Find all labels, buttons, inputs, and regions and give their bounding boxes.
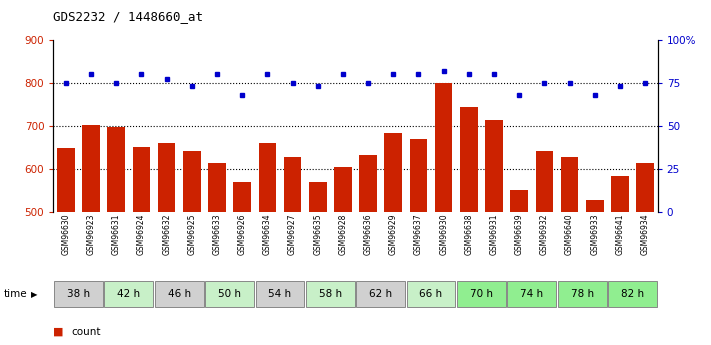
Text: 42 h: 42 h: [117, 288, 141, 298]
Text: GSM96934: GSM96934: [641, 214, 650, 255]
Text: GSM96638: GSM96638: [464, 214, 474, 255]
FancyBboxPatch shape: [54, 281, 103, 307]
Text: GSM96641: GSM96641: [616, 214, 624, 255]
Bar: [510, 190, 528, 212]
Bar: [485, 120, 503, 212]
Text: 82 h: 82 h: [621, 288, 644, 298]
Bar: [435, 83, 452, 212]
Bar: [359, 155, 377, 212]
Bar: [309, 182, 326, 212]
Text: 46 h: 46 h: [168, 288, 191, 298]
Bar: [82, 125, 100, 212]
Text: GSM96929: GSM96929: [389, 214, 397, 255]
Text: GSM96634: GSM96634: [263, 214, 272, 255]
Text: GSM96925: GSM96925: [187, 214, 196, 255]
Text: ▶: ▶: [31, 289, 37, 299]
Text: GSM96933: GSM96933: [590, 214, 599, 255]
Text: 62 h: 62 h: [369, 288, 392, 298]
FancyBboxPatch shape: [306, 281, 355, 307]
Bar: [158, 143, 176, 212]
Bar: [410, 139, 427, 212]
FancyBboxPatch shape: [608, 281, 657, 307]
Bar: [107, 127, 125, 212]
Text: GSM96924: GSM96924: [137, 214, 146, 255]
Text: count: count: [71, 327, 101, 337]
Text: GSM96932: GSM96932: [540, 214, 549, 255]
Bar: [636, 164, 654, 212]
Bar: [284, 157, 301, 212]
Text: GSM96928: GSM96928: [338, 214, 348, 255]
Text: GSM96631: GSM96631: [112, 214, 121, 255]
Text: GSM96635: GSM96635: [314, 214, 322, 255]
Text: GSM96639: GSM96639: [515, 214, 524, 255]
Text: 70 h: 70 h: [470, 288, 493, 298]
FancyBboxPatch shape: [356, 281, 405, 307]
FancyBboxPatch shape: [105, 281, 154, 307]
Bar: [561, 157, 578, 212]
Text: 38 h: 38 h: [67, 288, 90, 298]
Text: 78 h: 78 h: [570, 288, 594, 298]
Text: GSM96926: GSM96926: [237, 214, 247, 255]
Bar: [233, 182, 251, 212]
Bar: [460, 107, 478, 212]
Text: GSM96927: GSM96927: [288, 214, 297, 255]
FancyBboxPatch shape: [255, 281, 304, 307]
Text: GDS2232 / 1448660_at: GDS2232 / 1448660_at: [53, 10, 203, 23]
Text: GSM96633: GSM96633: [213, 214, 222, 255]
Bar: [535, 151, 553, 212]
Text: GSM96930: GSM96930: [439, 214, 448, 255]
FancyBboxPatch shape: [205, 281, 254, 307]
Bar: [133, 147, 150, 212]
Text: GSM96923: GSM96923: [87, 214, 95, 255]
Bar: [334, 167, 352, 212]
FancyBboxPatch shape: [407, 281, 456, 307]
Text: 74 h: 74 h: [520, 288, 543, 298]
Text: 66 h: 66 h: [419, 288, 443, 298]
Text: time: time: [4, 289, 27, 299]
Bar: [611, 176, 629, 212]
FancyBboxPatch shape: [457, 281, 506, 307]
Bar: [385, 133, 402, 212]
Bar: [57, 148, 75, 212]
Text: GSM96632: GSM96632: [162, 214, 171, 255]
FancyBboxPatch shape: [508, 281, 556, 307]
Text: GSM96637: GSM96637: [414, 214, 423, 255]
FancyBboxPatch shape: [155, 281, 203, 307]
Bar: [586, 200, 604, 212]
Bar: [183, 150, 201, 212]
FancyBboxPatch shape: [557, 281, 606, 307]
Text: GSM96636: GSM96636: [363, 214, 373, 255]
Text: 54 h: 54 h: [268, 288, 292, 298]
Text: GSM96630: GSM96630: [61, 214, 70, 255]
Text: GSM96931: GSM96931: [489, 214, 498, 255]
Text: GSM96640: GSM96640: [565, 214, 574, 255]
Text: 50 h: 50 h: [218, 288, 241, 298]
Bar: [259, 143, 276, 212]
Text: ■: ■: [53, 327, 64, 337]
Bar: [208, 163, 226, 212]
Text: 58 h: 58 h: [319, 288, 342, 298]
